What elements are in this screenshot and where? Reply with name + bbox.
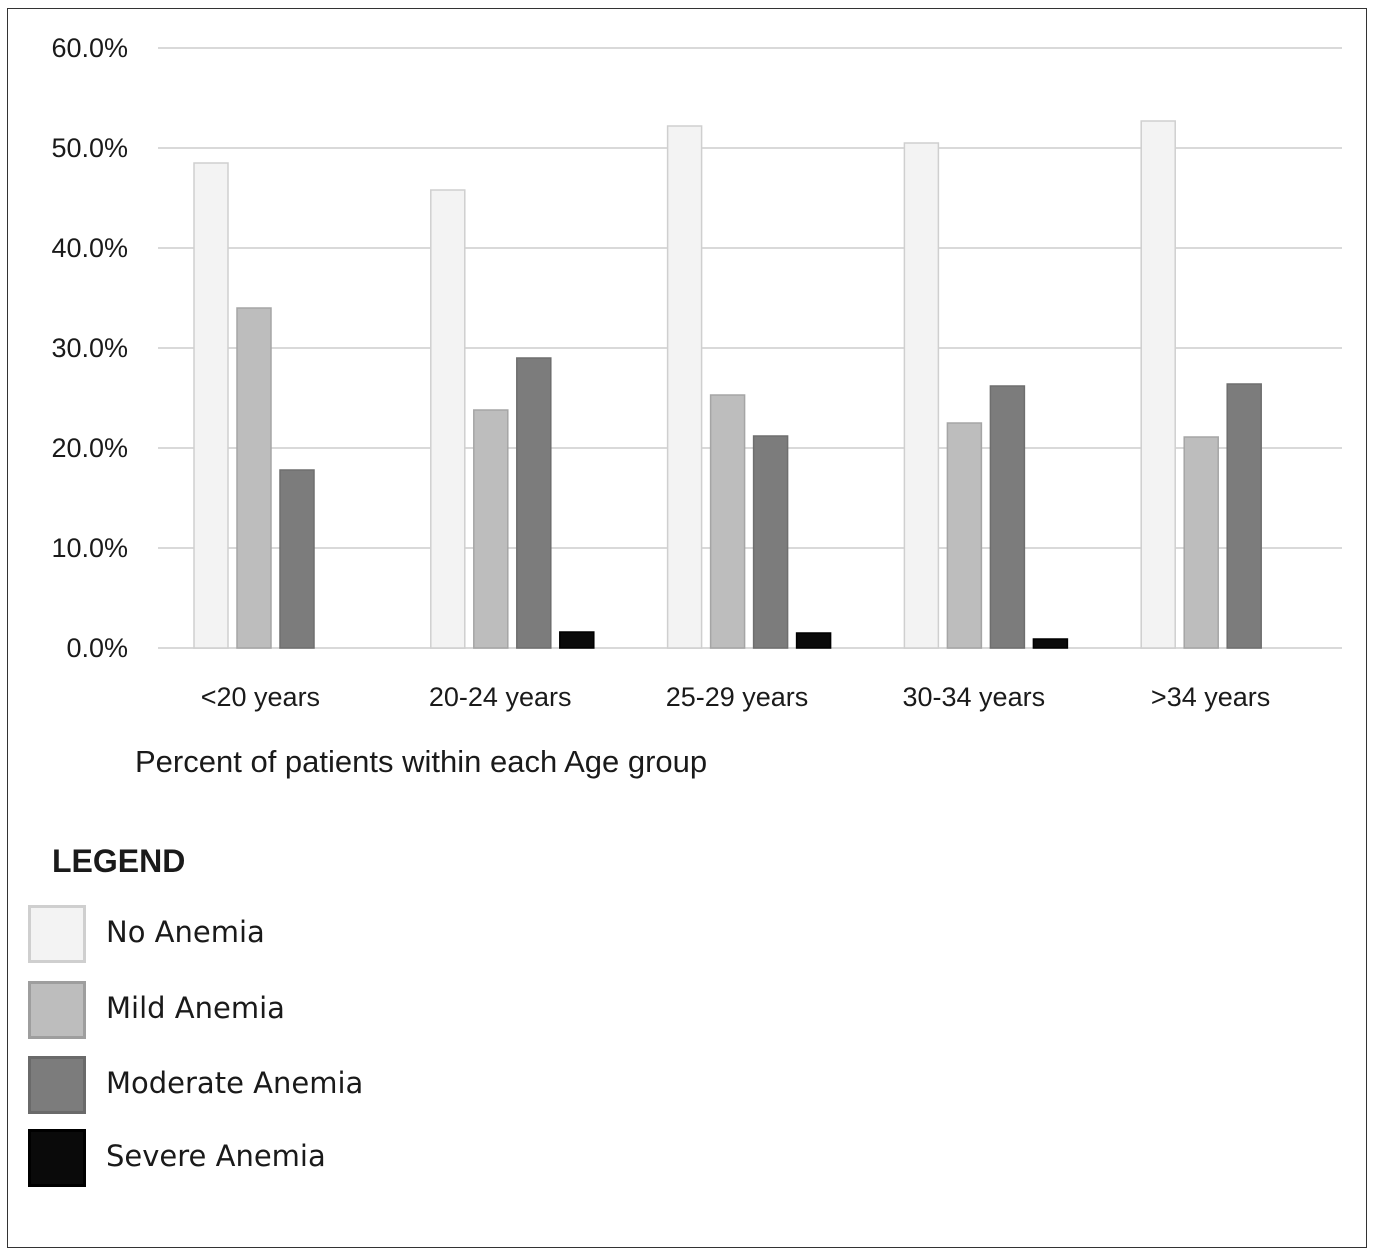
bar-mild-anemia — [473, 409, 509, 649]
x-axis-caption: Percent of patients within each Age grou… — [135, 744, 708, 779]
legend-label-severe-anemia: Severe Anemia — [106, 1139, 326, 1173]
x-tick-label: >34 years — [1151, 682, 1270, 712]
legend-item-mild-anemia: Mild Anemia — [28, 981, 528, 1041]
bar-moderate-anemia — [989, 385, 1026, 649]
bar-mild-anemia — [946, 422, 983, 649]
bar-moderate-anemia — [752, 435, 789, 649]
y-tick-label: 20.0% — [51, 433, 128, 463]
bar-no-anemia — [903, 142, 940, 649]
bar-no-anemia — [430, 189, 466, 649]
x-tick-label: 30-34 years — [903, 682, 1046, 712]
x-axis-ticks: <20 years 20-24 years 25-29 years 30-34 yea… — [201, 682, 1271, 712]
y-axis-ticks: 0.0% 10.0% 20.0% 30.0% 40.0% 50.0% 60.0% — [51, 33, 128, 663]
bars — [193, 120, 1262, 649]
bar-mild-anemia — [709, 394, 746, 649]
x-tick-label: 25-29 years — [666, 682, 809, 712]
bar-mild-anemia — [1183, 436, 1219, 649]
legend-title: LEGEND — [52, 843, 186, 879]
bar-mild-anemia — [236, 307, 272, 649]
y-tick-label: 40.0% — [51, 233, 128, 263]
bar-severe-anemia — [559, 631, 595, 649]
y-tick-label: 50.0% — [51, 133, 128, 163]
legend-label-mild-anemia: Mild Anemia — [106, 991, 285, 1025]
legend-swatch-severe-anemia — [28, 1129, 86, 1187]
bar-moderate-anemia — [1226, 383, 1262, 649]
x-tick-label: 20-24 years — [429, 682, 572, 712]
legend-item-moderate-anemia: Moderate Anemia — [28, 1056, 528, 1116]
bar-severe-anemia — [795, 632, 832, 649]
bar-moderate-anemia — [279, 469, 315, 649]
legend-label-moderate-anemia: Moderate Anemia — [106, 1066, 364, 1100]
bar-severe-anemia — [1032, 638, 1069, 649]
legend-swatch-moderate-anemia — [28, 1056, 86, 1114]
bar-no-anemia — [666, 125, 703, 649]
y-tick-label: 0.0% — [66, 633, 128, 663]
bar-no-anemia — [193, 162, 229, 649]
y-tick-label: 30.0% — [51, 333, 128, 363]
legend-swatch-no-anemia — [28, 905, 86, 963]
y-tick-label: 60.0% — [51, 33, 128, 63]
y-tick-label: 10.0% — [51, 533, 128, 563]
legend-swatch-mild-anemia — [28, 981, 86, 1039]
bar-no-anemia — [1140, 120, 1176, 649]
bar-moderate-anemia — [516, 357, 552, 649]
bar-chart: 0.0% 10.0% 20.0% 30.0% 40.0% 50.0% 60.0% <20 y… — [51, 33, 1342, 712]
legend-label-no-anemia: No Anemia — [106, 915, 265, 949]
legend-item-no-anemia: No Anemia — [28, 905, 528, 965]
x-tick-label: <20 years — [201, 682, 320, 712]
legend-item-severe-anemia: Severe Anemia — [28, 1129, 528, 1189]
